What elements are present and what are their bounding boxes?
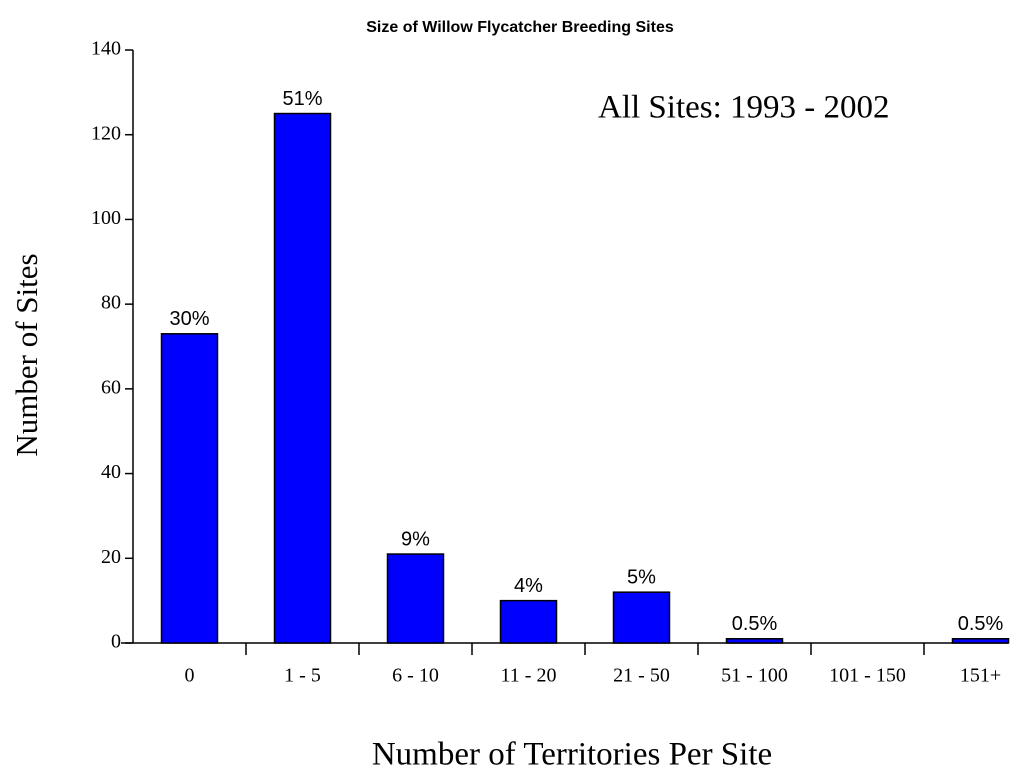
bar [725, 638, 784, 644]
data-label: 51% [282, 88, 322, 110]
x-tick-label: 21 - 50 [613, 665, 670, 687]
y-tick-label: 80 [101, 292, 121, 314]
data-label: 30% [169, 308, 209, 330]
x-axis-label: Number of Territories Per Site [372, 737, 772, 773]
x-tick-label: 101 - 150 [829, 665, 906, 687]
bar [499, 599, 558, 644]
x-tick-label: 51 - 100 [721, 665, 788, 687]
data-label: 9% [401, 528, 430, 550]
data-label: 5% [627, 566, 656, 588]
x-tick-label: 0 [185, 665, 195, 687]
chart-title: Size of Willow Flycatcher Breeding Sites [366, 19, 674, 36]
bar [951, 638, 1010, 644]
bar [612, 591, 671, 644]
bar [386, 553, 445, 644]
x-tick-label: 151+ [960, 665, 1001, 687]
annotation: All Sites: 1993 - 2002 [598, 90, 890, 126]
y-tick-label: 60 [101, 376, 121, 398]
x-tick-label: 11 - 20 [501, 665, 557, 687]
bar [273, 112, 332, 644]
data-label: 0.5% [732, 613, 778, 635]
x-tick-label: 1 - 5 [284, 665, 321, 687]
data-label: 4% [514, 575, 543, 597]
y-tick-label: 40 [101, 461, 121, 483]
y-tick-label: 100 [91, 207, 121, 229]
bar [160, 333, 219, 644]
y-axis-label: Number of Sites [9, 253, 44, 456]
y-tick-label: 0 [111, 631, 121, 653]
x-tick-label: 6 - 10 [392, 665, 439, 687]
y-tick-label: 120 [91, 122, 121, 144]
y-tick-label: 20 [101, 546, 121, 568]
y-tick-label: 140 [91, 38, 121, 60]
data-label: 0.5% [958, 613, 1004, 635]
